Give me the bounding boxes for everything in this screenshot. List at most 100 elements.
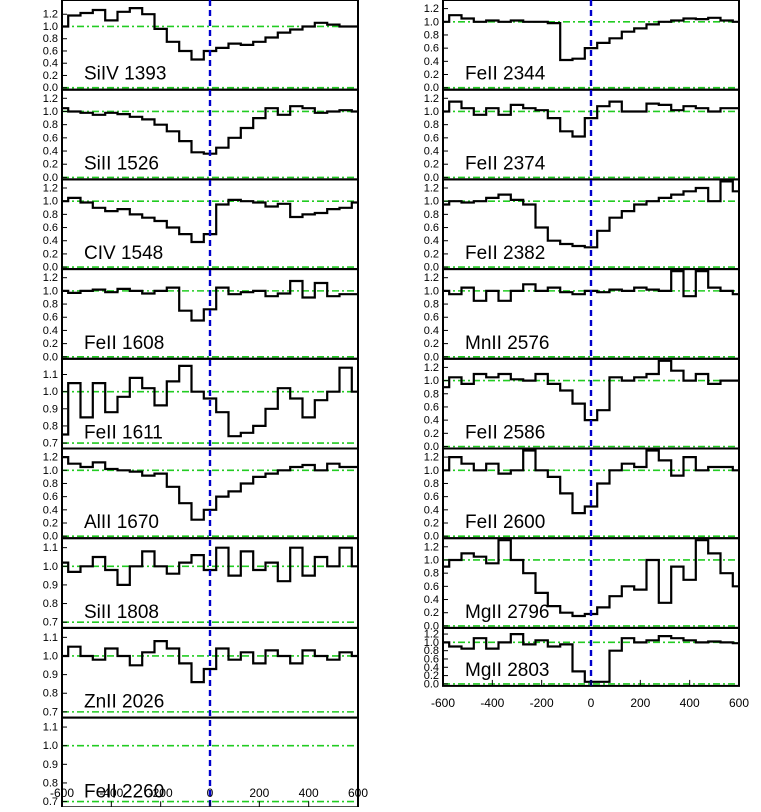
y-tick-label-siii-1808-0.7: 0.7: [43, 617, 58, 629]
y-tick-label-feii-2382-0.2: 0.2: [424, 248, 439, 260]
y-tick-label-feii-1608-0.2: 0.2: [43, 338, 58, 350]
y-tick-label-mgii-2796-0.8: 0.8: [424, 568, 439, 580]
y-tick-label-mgii-2796-0.6: 0.6: [424, 581, 439, 593]
y-tick-label-feii-2382-0.6: 0.6: [424, 222, 439, 234]
panel-label-feii-2374: FeII 2374: [465, 153, 546, 174]
y-tick-label-feii-2600-0.6: 0.6: [424, 491, 439, 503]
y-tick-label-mnii-2576-0.6: 0.6: [424, 312, 439, 324]
x-tick-label-left--600: -600: [50, 786, 74, 800]
panel-label-feii-1608: FeII 1608: [84, 333, 164, 354]
y-tick-label-feii-2260-0.9: 0.9: [43, 759, 58, 771]
y-tick-label-feii-2382-0.4: 0.4: [424, 235, 439, 247]
y-tick-label-civ-1548-0.6: 0.6: [43, 222, 58, 234]
y-tick-label-siii-1808-1.1: 1.1: [43, 542, 58, 554]
y-tick-label-alii-1670-1.2: 1.2: [43, 452, 58, 464]
panel-label-siiv-1393: SiIV 1393: [84, 64, 166, 85]
y-tick-label-siiv-1393-0.8: 0.8: [43, 33, 58, 45]
panel-label-mgii-2796: MgII 2796: [465, 602, 550, 623]
y-tick-label-feii-2260-0.8: 0.8: [43, 777, 58, 789]
y-tick-label-siiv-1393-0.6: 0.6: [43, 45, 58, 57]
y-tick-label-feii-2374-1.0: 1.0: [424, 106, 439, 118]
y-tick-label-civ-1548-0.2: 0.2: [43, 248, 58, 260]
y-tick-label-feii-2374-1.2: 1.2: [424, 93, 439, 105]
y-tick-label-feii-2344-1.2: 1.2: [424, 3, 439, 15]
spectrum-feii-2382: [443, 180, 739, 249]
y-tick-label-mgii-2796-0.0: 0.0: [424, 620, 439, 632]
y-tick-label-mgii-2803-1.2: 1.2: [424, 629, 439, 641]
y-tick-label-siiv-1393-0.0: 0.0: [43, 82, 58, 94]
panel-label-feii-2260: FeII 2260: [84, 781, 164, 802]
panel-label-feii-2586: FeII 2586: [465, 423, 545, 444]
y-tick-label-feii-2382-0.0: 0.0: [424, 262, 439, 274]
spectrum-alii-1670: [62, 456, 358, 521]
y-tick-label-civ-1548-0.0: 0.0: [43, 262, 58, 274]
y-tick-label-mnii-2576-1.2: 1.2: [424, 272, 439, 284]
y-tick-label-feii-1611-0.8: 0.8: [43, 420, 58, 432]
y-tick-label-alii-1670-0.2: 0.2: [43, 518, 58, 530]
x-tick-label-right-200: 200: [630, 696, 650, 710]
y-tick-label-feii-2586-0.8: 0.8: [424, 388, 439, 400]
y-tick-label-civ-1548-1.2: 1.2: [43, 182, 58, 194]
y-tick-label-feii-2586-1.0: 1.0: [424, 375, 439, 387]
y-tick-label-feii-2344-0.2: 0.2: [424, 69, 439, 81]
x-tick-label-right-600: 600: [729, 696, 749, 710]
y-tick-label-feii-2344-0.8: 0.8: [424, 29, 439, 41]
y-tick-label-siiv-1393-1.0: 1.0: [43, 21, 58, 33]
spectrum-feii-2586: [443, 359, 739, 422]
panel-label-feii-2344: FeII 2344: [465, 64, 546, 85]
x-tick-label-left--400: -400: [99, 786, 123, 800]
spectrum-mgii-2803: [443, 633, 739, 683]
y-tick-label-mgii-2803-0.6: 0.6: [424, 653, 439, 665]
spectrum-siiv-1393: [62, 7, 358, 61]
y-tick-label-siii-1526-0.2: 0.2: [43, 159, 58, 171]
y-tick-label-znii-2026-0.9: 0.9: [43, 669, 58, 681]
x-tick-label-left-200: 200: [249, 786, 269, 800]
y-tick-label-feii-2382-1.0: 1.0: [424, 196, 439, 208]
panel-label-feii-2600: FeII 2600: [465, 512, 545, 533]
y-tick-label-alii-1670-0.0: 0.0: [43, 531, 58, 543]
y-tick-label-feii-2382-0.8: 0.8: [424, 209, 439, 221]
y-tick-label-znii-2026-1.0: 1.0: [43, 650, 58, 662]
y-tick-label-feii-2260-0.7: 0.7: [43, 796, 58, 807]
panel-label-mgii-2803: MgII 2803: [465, 660, 550, 681]
panel-label-mnii-2576: MnII 2576: [465, 333, 550, 354]
y-tick-label-siii-1526-0.4: 0.4: [43, 146, 58, 158]
y-tick-label-siiv-1393-1.2: 1.2: [43, 9, 58, 21]
y-tick-label-mgii-2803-0.2: 0.2: [424, 670, 439, 682]
spectrum-feii-2344: [443, 14, 739, 62]
y-tick-label-mgii-2803-0.0: 0.0: [424, 678, 439, 690]
y-tick-label-feii-1608-0.8: 0.8: [43, 299, 58, 311]
y-tick-label-siii-1526-0.0: 0.0: [43, 172, 58, 184]
y-tick-label-feii-2586-0.4: 0.4: [424, 415, 439, 427]
y-tick-label-mnii-2576-1.0: 1.0: [424, 285, 439, 297]
y-tick-label-feii-2374-0.0: 0.0: [424, 172, 439, 184]
y-tick-label-feii-2260-1.0: 1.0: [43, 740, 58, 752]
y-tick-label-feii-2586-1.2: 1.2: [424, 362, 439, 374]
y-tick-label-siiv-1393-0.2: 0.2: [43, 70, 58, 82]
y-tick-label-mnii-2576-0.4: 0.4: [424, 325, 439, 337]
y-tick-label-siii-1808-0.9: 0.9: [43, 579, 58, 591]
y-tick-label-feii-1611-0.7: 0.7: [43, 438, 58, 450]
y-tick-label-siii-1808-1.0: 1.0: [43, 561, 58, 573]
y-tick-label-mgii-2803-0.8: 0.8: [424, 645, 439, 657]
y-tick-label-feii-2586-0.0: 0.0: [424, 441, 439, 453]
y-tick-label-civ-1548-0.4: 0.4: [43, 235, 58, 247]
y-tick-label-mgii-2803-1.0: 1.0: [424, 637, 439, 649]
y-tick-label-mgii-2796-1.2: 1.2: [424, 541, 439, 553]
panel-label-siii-1526: SiII 1526: [84, 153, 159, 174]
panel-label-znii-2026: ZnII 2026: [84, 692, 164, 713]
y-tick-label-mgii-2796-1.0: 1.0: [424, 554, 439, 566]
y-tick-label-feii-2382-1.2: 1.2: [424, 182, 439, 194]
y-tick-label-feii-2586-0.6: 0.6: [424, 401, 439, 413]
y-tick-label-alii-1670-0.6: 0.6: [43, 491, 58, 503]
y-tick-label-mnii-2576-0.8: 0.8: [424, 299, 439, 311]
y-tick-label-siii-1808-0.8: 0.8: [43, 598, 58, 610]
spectrum-feii-2374: [443, 100, 739, 138]
y-tick-label-feii-2374-0.8: 0.8: [424, 119, 439, 131]
x-tick-label-left--200: -200: [149, 786, 173, 800]
panel-label-civ-1548: CIV 1548: [84, 243, 163, 264]
y-tick-label-alii-1670-0.4: 0.4: [43, 504, 58, 516]
y-tick-label-feii-1611-1.0: 1.0: [43, 386, 58, 398]
spectrum-feii-2600: [443, 449, 739, 515]
